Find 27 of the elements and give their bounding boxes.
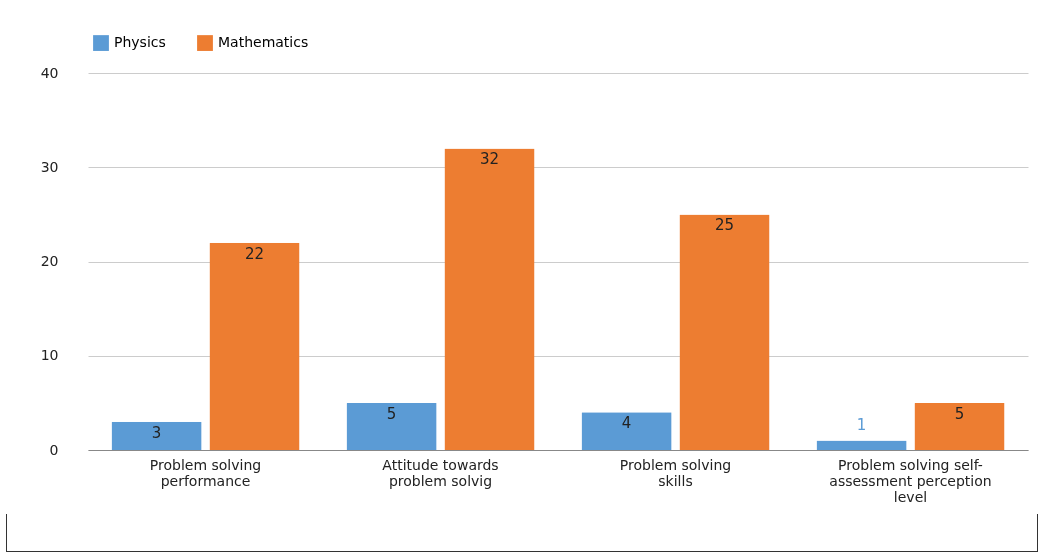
data-label: 5 [954, 404, 965, 423]
y-tick-label: 20 [40, 253, 59, 269]
data-label: 3 [151, 423, 162, 442]
bar [444, 148, 535, 450]
data-label: 5 [386, 404, 397, 423]
data-label: 4 [621, 414, 632, 433]
y-tick-label: 40 [40, 64, 59, 81]
bar [581, 412, 672, 450]
data-label: 32 [479, 150, 500, 169]
bar [346, 402, 437, 450]
bar [679, 214, 770, 450]
data-label: 25 [714, 216, 735, 235]
y-tick-label: 0 [49, 441, 59, 458]
x-tick-label: Problem solving performance [149, 456, 262, 489]
legend-label: Physics [114, 34, 166, 51]
bar [209, 242, 300, 450]
y-tick-label: 10 [40, 347, 59, 364]
bar [816, 440, 907, 450]
y-tick-label: 30 [40, 158, 59, 175]
data-label: 1 [856, 415, 867, 434]
x-tick-label: Problem solving skills [619, 456, 732, 489]
bar [914, 402, 1005, 450]
x-tick-label: Problem solving self-assessment perception level [829, 456, 992, 505]
bar [111, 421, 202, 450]
legend-label: Mathematics [218, 34, 309, 51]
x-tick-label: Attitude towards problem solvig [382, 456, 499, 489]
data-label: 22 [244, 244, 265, 263]
